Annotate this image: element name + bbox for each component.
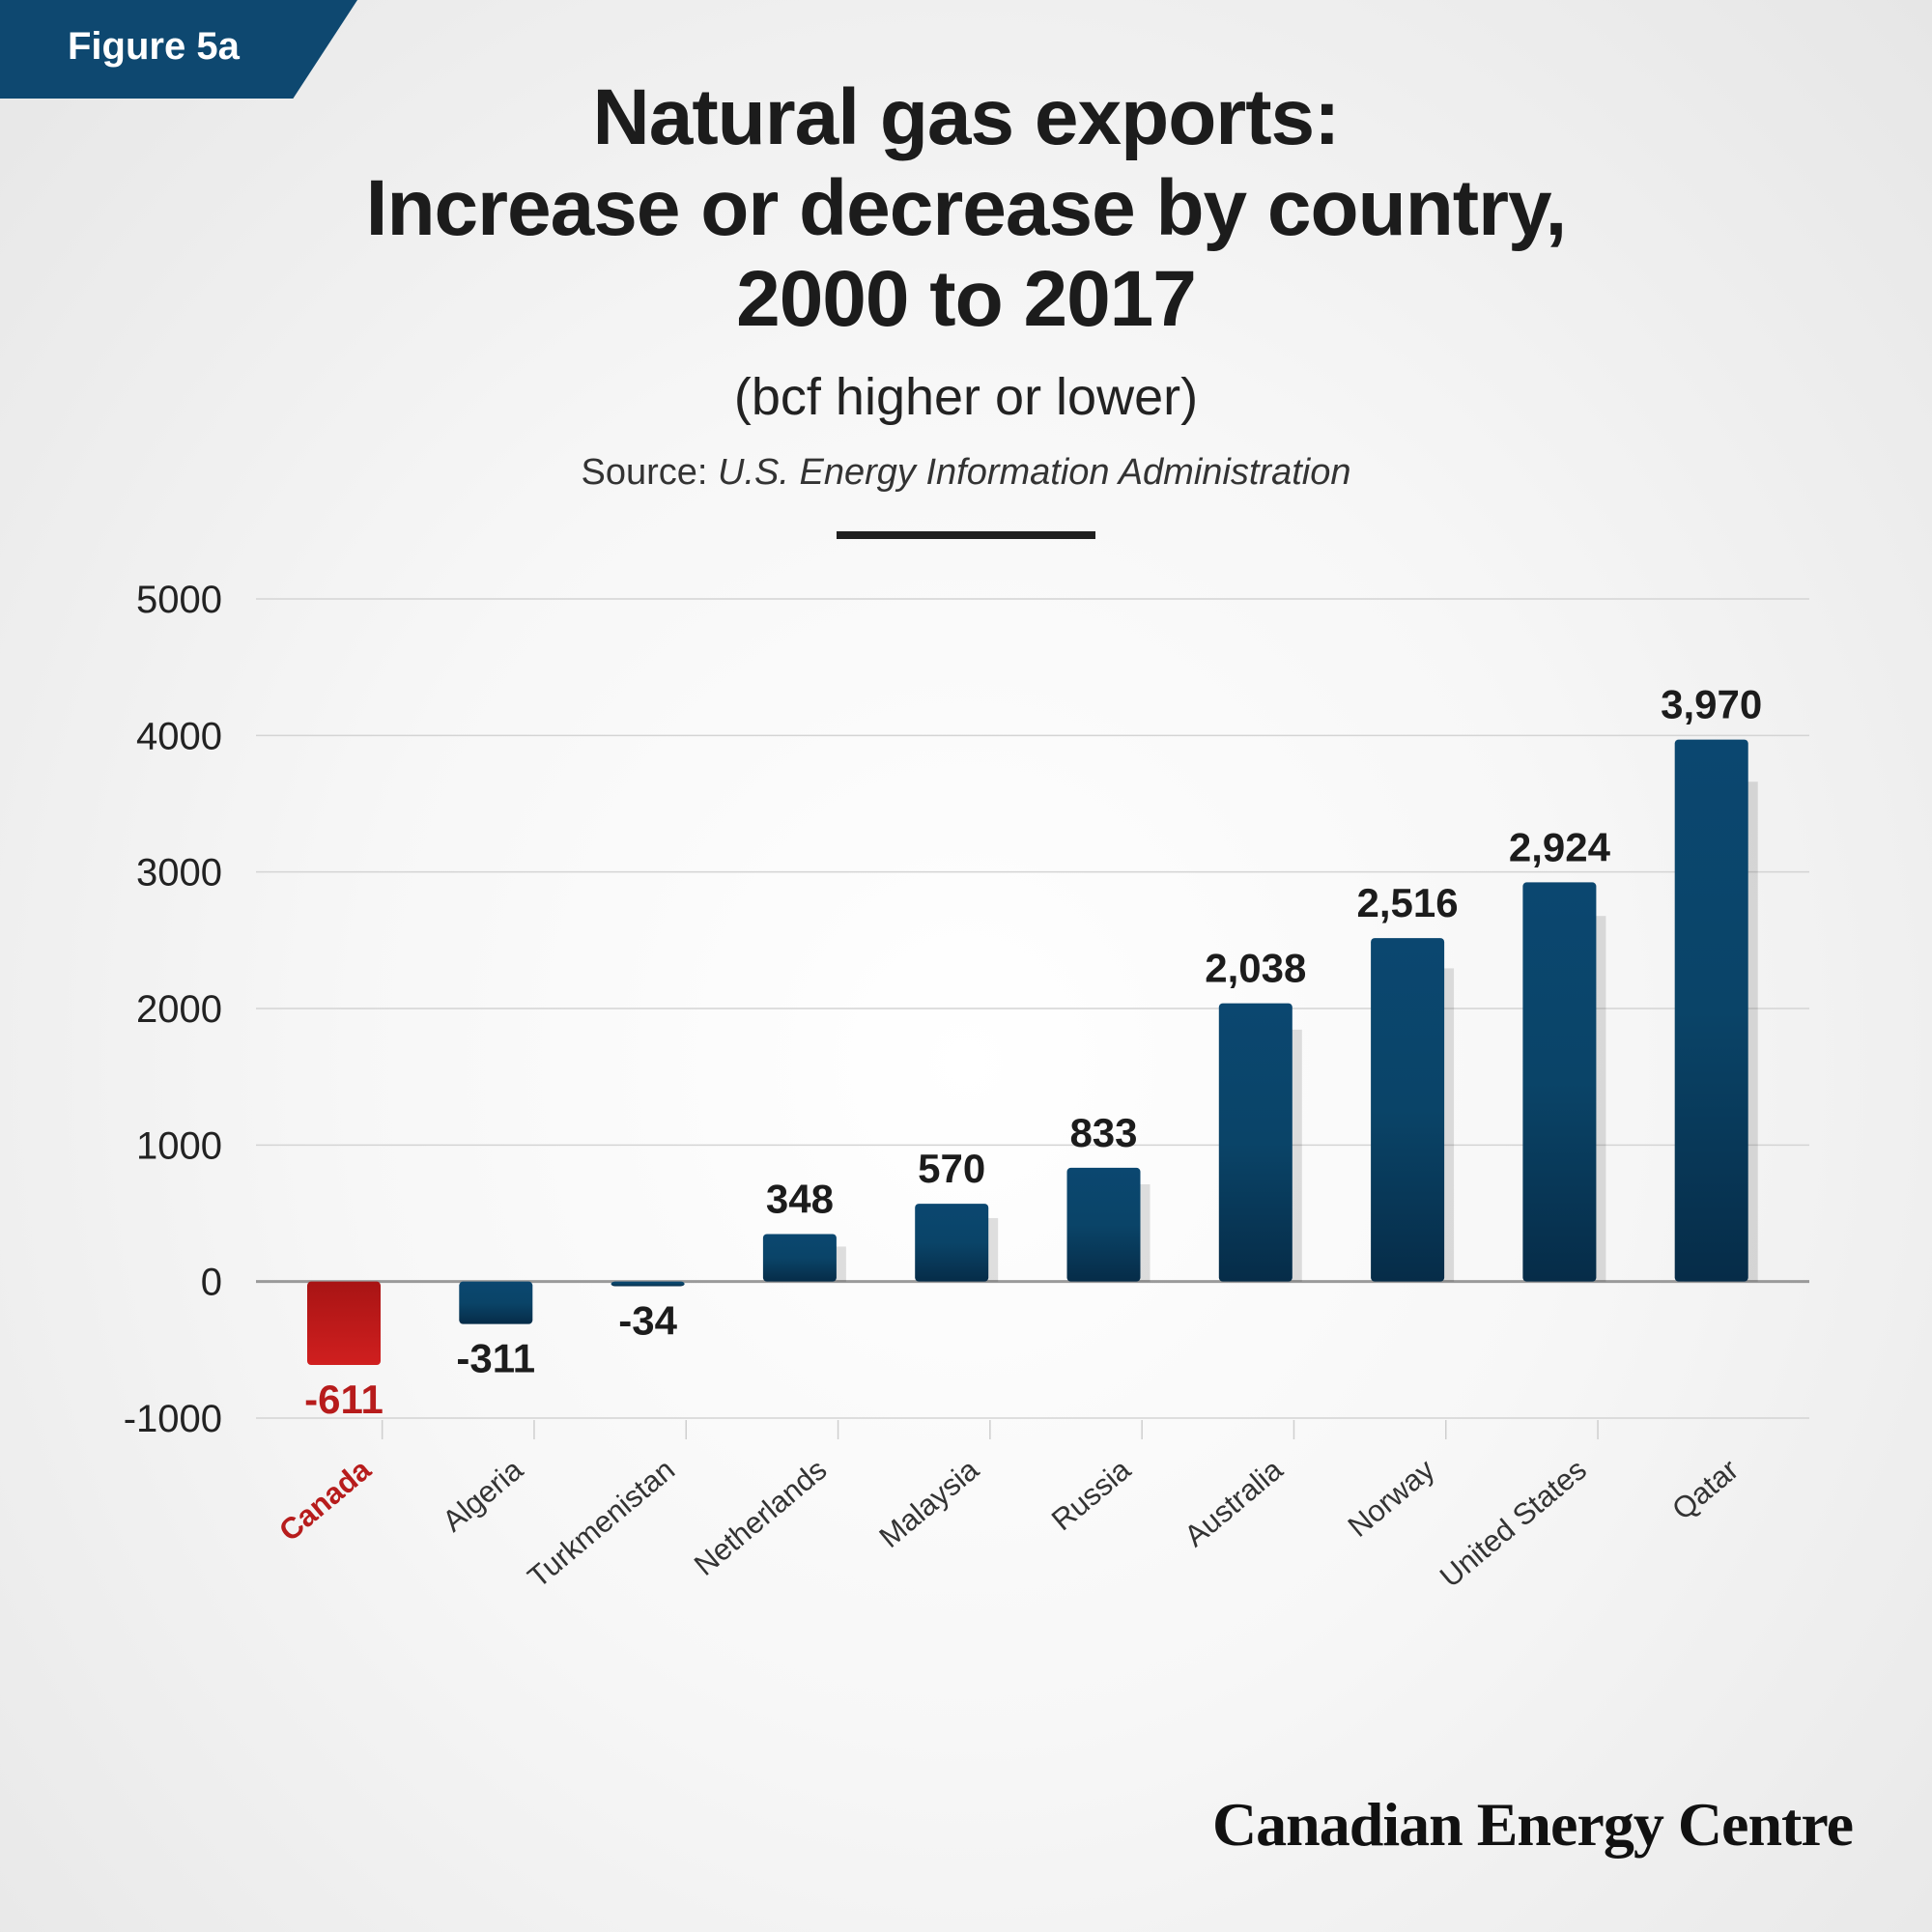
data-label: 570 bbox=[918, 1146, 985, 1191]
x-tick-label: Russia bbox=[1045, 1452, 1138, 1537]
data-label: -611 bbox=[304, 1377, 384, 1422]
chart-title-line-3: 2000 to 2017 bbox=[736, 255, 1197, 343]
x-tick-label: Australia bbox=[1178, 1452, 1289, 1553]
bar-canada bbox=[307, 1281, 381, 1366]
x-tick-label: Canada bbox=[272, 1452, 378, 1548]
y-tick-label: 4000 bbox=[136, 715, 222, 757]
data-label: 2,516 bbox=[1357, 880, 1459, 925]
y-tick-label: 2000 bbox=[136, 988, 222, 1031]
bar-qatar bbox=[1674, 739, 1748, 1282]
chart-title-line-1: Natural gas exports: bbox=[592, 73, 1341, 161]
x-tick-label: Netherlands bbox=[688, 1453, 834, 1582]
brand-logo-text: Canadian Energy Centre bbox=[1211, 1790, 1854, 1859]
x-tick-label: Turkmenistan bbox=[522, 1453, 681, 1595]
y-axis-ticks: 5000 4000 3000 2000 1000 0 -1000 bbox=[124, 579, 222, 1440]
source-prefix: Source: bbox=[581, 452, 708, 493]
data-label: 2,924 bbox=[1509, 824, 1611, 869]
data-label: -34 bbox=[618, 1297, 677, 1343]
bar-algeria bbox=[459, 1281, 533, 1324]
bar-netherlands bbox=[762, 1234, 837, 1282]
bar-turkmenistan bbox=[611, 1281, 685, 1287]
data-label: 348 bbox=[766, 1176, 834, 1221]
data-label: 833 bbox=[1069, 1110, 1137, 1155]
data-label: -311 bbox=[456, 1336, 535, 1381]
data-label: 3,970 bbox=[1661, 682, 1762, 727]
x-tick-label: Malaysia bbox=[872, 1452, 985, 1554]
bar-norway bbox=[1371, 938, 1445, 1282]
y-tick-label: -1000 bbox=[124, 1398, 222, 1440]
y-tick-label: 1000 bbox=[136, 1124, 222, 1167]
source-name: U.S. Energy Information Administration bbox=[718, 452, 1351, 493]
y-tick-label: 3000 bbox=[136, 852, 222, 895]
figure-tag: Figure 5a bbox=[0, 0, 357, 99]
data-labels: -611 -311 -34 348 570 833 2,038 2,516 2,924 3,970 bbox=[304, 682, 1762, 1422]
x-tick-label: United States bbox=[1434, 1453, 1593, 1594]
bar-malaysia bbox=[915, 1204, 989, 1282]
figure-label: Figure 5a bbox=[68, 25, 240, 68]
bars bbox=[307, 739, 1748, 1366]
source-note: Source: U.S. Energy Information Administ… bbox=[0, 452, 1932, 494]
x-tick-label: Norway bbox=[1342, 1452, 1441, 1544]
bar-united-states bbox=[1522, 882, 1597, 1282]
y-tick-label: 0 bbox=[201, 1262, 222, 1304]
y-tick-label: 5000 bbox=[136, 579, 222, 621]
data-label: 2,038 bbox=[1205, 946, 1306, 991]
chart-subtitle: (bcf higher or lower) bbox=[733, 368, 1199, 426]
chart-title-line-2: Increase or decrease by country, bbox=[365, 164, 1568, 252]
title-divider bbox=[837, 531, 1095, 539]
x-tick-label: Algeria bbox=[436, 1452, 529, 1538]
bar-australia bbox=[1218, 1003, 1293, 1282]
chart-title: Natural gas exports: Increase or decreas… bbox=[0, 72, 1932, 345]
x-tick-label: Qatar bbox=[1665, 1453, 1745, 1527]
bar-russia bbox=[1066, 1167, 1141, 1282]
